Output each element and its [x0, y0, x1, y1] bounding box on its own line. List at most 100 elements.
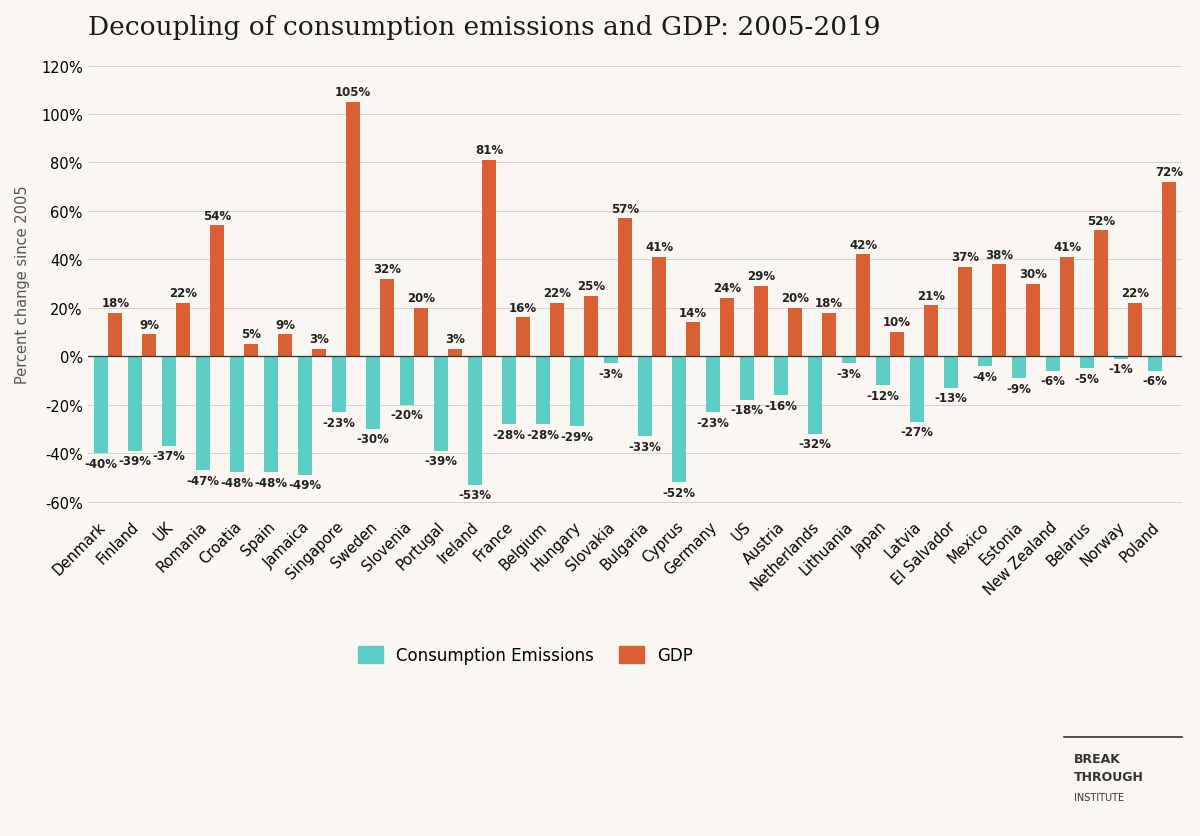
Bar [400, 357, 414, 405]
Bar [652, 257, 666, 357]
Text: 105%: 105% [335, 86, 371, 99]
Text: -9%: -9% [1007, 382, 1031, 395]
Bar [910, 357, 924, 422]
Text: -39%: -39% [425, 455, 457, 467]
Text: 42%: 42% [850, 238, 877, 252]
Text: -49%: -49% [288, 479, 322, 492]
Bar [686, 323, 701, 357]
Text: 41%: 41% [646, 241, 673, 254]
Text: 57%: 57% [611, 202, 640, 215]
Bar [890, 333, 905, 357]
Text: 3%: 3% [445, 333, 466, 346]
Legend: Consumption Emissions, GDP: Consumption Emissions, GDP [352, 640, 700, 671]
Text: -16%: -16% [764, 399, 797, 412]
Text: -28%: -28% [492, 428, 526, 441]
Text: 25%: 25% [577, 280, 605, 293]
Text: -13%: -13% [935, 392, 967, 405]
Bar [264, 357, 278, 473]
Bar [502, 357, 516, 425]
Bar [312, 349, 326, 357]
Text: 18%: 18% [101, 297, 130, 309]
Text: -1%: -1% [1109, 363, 1133, 376]
Text: THROUGH: THROUGH [1074, 770, 1144, 783]
Text: 41%: 41% [1052, 241, 1081, 254]
Text: -48%: -48% [221, 477, 253, 490]
Bar [958, 268, 972, 357]
Bar [346, 103, 360, 357]
Bar [1026, 284, 1040, 357]
Bar [278, 335, 293, 357]
Bar [331, 357, 346, 412]
Text: 20%: 20% [407, 292, 436, 305]
Text: -6%: -6% [1040, 375, 1066, 388]
Text: 29%: 29% [748, 270, 775, 283]
Text: -48%: -48% [254, 477, 288, 490]
Text: -23%: -23% [696, 416, 730, 429]
Text: 10%: 10% [883, 316, 911, 329]
Bar [516, 318, 530, 357]
Text: -37%: -37% [152, 450, 186, 463]
Text: 32%: 32% [373, 263, 401, 276]
Text: 5%: 5% [241, 328, 262, 341]
Bar [637, 357, 652, 436]
Bar [1060, 257, 1074, 357]
Text: -52%: -52% [662, 487, 695, 499]
Y-axis label: Percent change since 2005: Percent change since 2005 [14, 185, 30, 384]
Text: -20%: -20% [390, 409, 424, 421]
Text: 20%: 20% [781, 292, 809, 305]
Bar [94, 357, 108, 453]
Text: -3%: -3% [836, 368, 862, 380]
Text: 22%: 22% [169, 287, 197, 300]
Text: -6%: -6% [1142, 375, 1168, 388]
Text: 22%: 22% [544, 287, 571, 300]
Bar [535, 357, 550, 425]
Bar [739, 357, 754, 400]
Bar [754, 287, 768, 357]
Text: Decoupling of consumption emissions and GDP: 2005-2019: Decoupling of consumption emissions and … [88, 15, 881, 40]
Bar [1162, 182, 1176, 357]
Bar [448, 349, 462, 357]
Bar [978, 357, 992, 366]
Bar [142, 335, 156, 357]
Text: -53%: -53% [458, 488, 491, 502]
Bar [414, 308, 428, 357]
Text: 3%: 3% [310, 333, 329, 346]
Text: 9%: 9% [275, 319, 295, 331]
Text: 72%: 72% [1156, 166, 1183, 179]
Bar [856, 255, 870, 357]
Bar [176, 303, 191, 357]
Bar [720, 298, 734, 357]
Bar [618, 219, 632, 357]
Text: 9%: 9% [139, 319, 160, 331]
Bar [584, 296, 599, 357]
Bar [196, 357, 210, 471]
Text: 16%: 16% [509, 302, 538, 314]
Bar [230, 357, 244, 473]
Text: 30%: 30% [1019, 268, 1048, 281]
Bar [876, 357, 890, 385]
Bar [433, 357, 448, 451]
Text: -18%: -18% [731, 404, 763, 417]
Text: -47%: -47% [186, 474, 220, 487]
Bar [992, 265, 1006, 357]
Text: -33%: -33% [629, 441, 661, 453]
Bar [468, 357, 482, 485]
Text: BREAK: BREAK [1074, 752, 1121, 765]
Text: -29%: -29% [560, 431, 593, 444]
Text: -5%: -5% [1074, 373, 1099, 385]
Text: -28%: -28% [527, 428, 559, 441]
Bar [1045, 357, 1060, 371]
Bar [788, 308, 803, 357]
Bar [108, 314, 122, 357]
Text: 81%: 81% [475, 144, 503, 157]
Bar [298, 357, 312, 476]
Text: 21%: 21% [917, 289, 946, 303]
Bar [1114, 357, 1128, 359]
Text: -4%: -4% [972, 370, 997, 383]
Bar [1080, 357, 1094, 369]
Text: 14%: 14% [679, 306, 707, 319]
Bar [366, 357, 380, 430]
Text: -40%: -40% [84, 457, 118, 470]
Bar [822, 314, 836, 357]
Bar [924, 306, 938, 357]
